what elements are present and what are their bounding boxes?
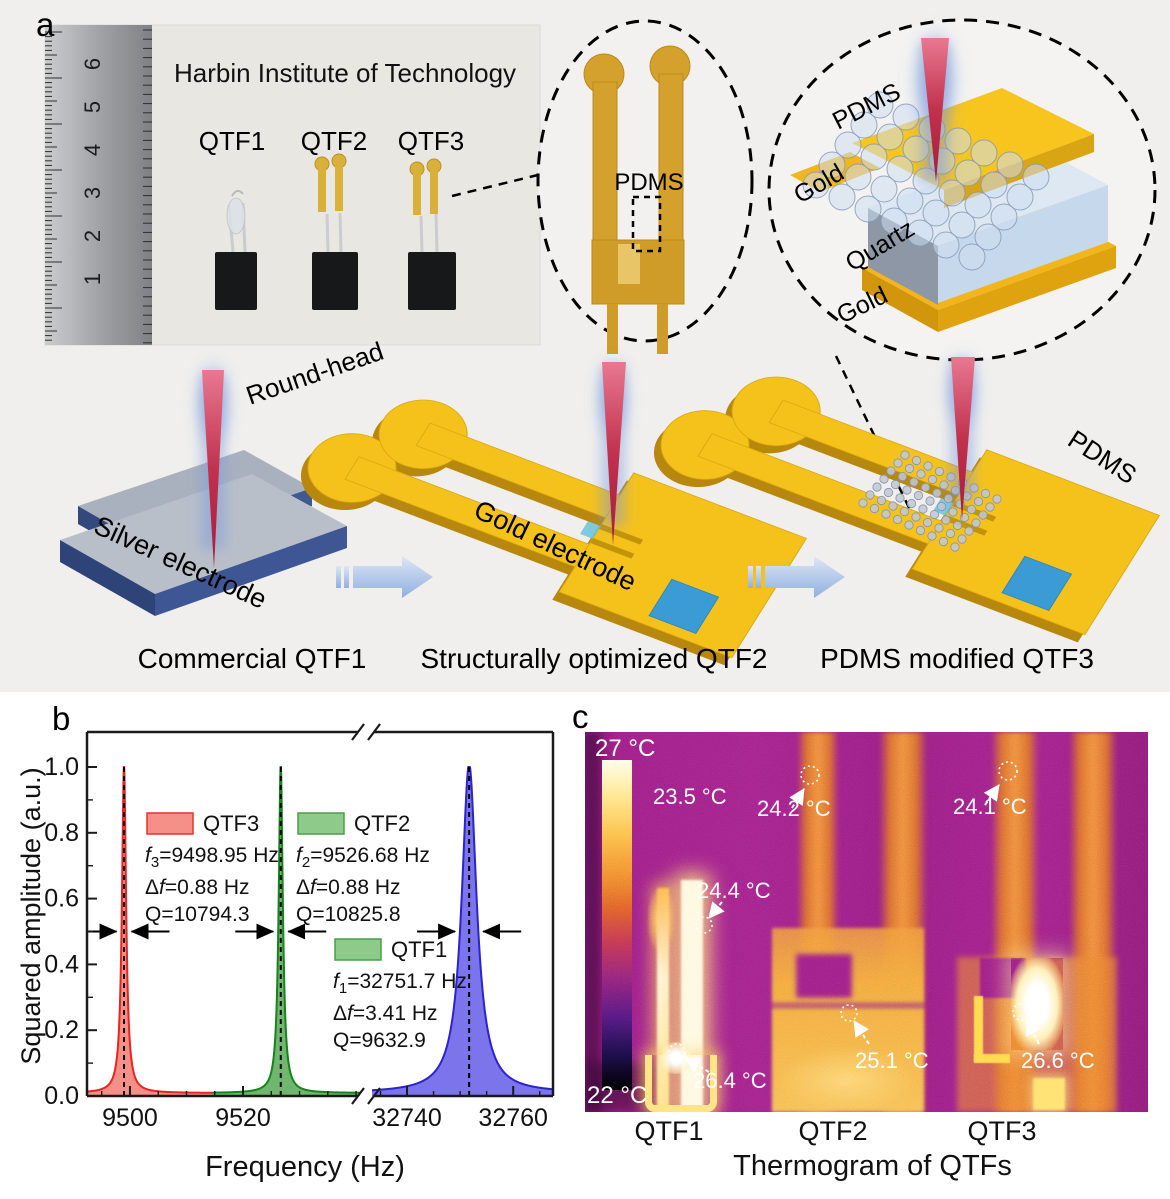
temp-reading: 24.2 °C bbox=[757, 796, 831, 821]
y-axis-label: Squared amplitude (a.u.) bbox=[16, 767, 46, 1064]
legend-qfactor: Q=10794.3 bbox=[145, 903, 250, 926]
ruler-number: 2 bbox=[80, 230, 105, 242]
legend-qfactor: Q=10825.8 bbox=[296, 903, 401, 926]
legend-swatch bbox=[297, 812, 345, 835]
caption-optimized-qtf2: Structurally optimized QTF2 bbox=[421, 643, 768, 674]
inset-layer-stack: PDMS Gold Quartz Gold bbox=[767, 18, 1157, 362]
temp-reading: 25.1 °C bbox=[855, 1048, 929, 1073]
ruler-number: 6 bbox=[80, 58, 105, 70]
ruler-number: 3 bbox=[80, 187, 105, 199]
temp-reading: 26.4 °C bbox=[693, 1068, 767, 1093]
y-tick-label: 0.2 bbox=[44, 1016, 79, 1044]
axis-break-mark bbox=[367, 1087, 381, 1105]
photo-title: Harbin Institute of Technology bbox=[174, 58, 516, 88]
y-tick-label: 0.8 bbox=[44, 819, 79, 847]
temperature-colorbar bbox=[602, 760, 632, 1090]
panel-label-a: a bbox=[36, 6, 55, 43]
thermo-device-label-qtf3: QTF3 bbox=[967, 1116, 1037, 1146]
legend-linewidth: Δf=0.88 Hz bbox=[296, 876, 401, 899]
legend-swatch bbox=[146, 812, 194, 835]
panel-label-b: b bbox=[52, 700, 71, 737]
temp-reading: 24.1 °C bbox=[953, 794, 1027, 819]
caption-commercial-qtf1: Commercial QTF1 bbox=[138, 643, 367, 674]
ruler-number: 1 bbox=[80, 273, 105, 285]
y-tick-label: 0.4 bbox=[44, 950, 79, 978]
ruler-number: 5 bbox=[80, 101, 105, 113]
colorbar-max-label: 27 °C bbox=[595, 735, 656, 762]
thermo-device-label-qtf2: QTF2 bbox=[798, 1116, 868, 1146]
legend-frequency: f1=32751.7 Hz bbox=[333, 970, 467, 997]
legend-swatch bbox=[334, 938, 382, 961]
legend-qtf3: QTF3 f3=9498.95 Hz Δf=0.88 Hz Q=10794.3 bbox=[145, 811, 279, 926]
legend-frequency: f3=9498.95 Hz bbox=[145, 844, 279, 871]
y-tick-label: 1.0 bbox=[44, 753, 79, 781]
series-line-qtf2 bbox=[212, 766, 361, 1094]
axis-box bbox=[85, 730, 555, 1098]
thermo-qtf2-warm bbox=[772, 928, 924, 1112]
temp-reading: 23.5 °C bbox=[653, 784, 727, 809]
x-tick-label: 32740 bbox=[372, 1104, 442, 1132]
laser-beam-icon bbox=[951, 357, 975, 520]
ruler-number: 4 bbox=[80, 144, 105, 156]
laser-beam-icon bbox=[921, 38, 949, 182]
laser-beam-icon bbox=[602, 362, 626, 545]
render-gold-fork bbox=[300, 399, 808, 666]
flow-arrow-icon bbox=[336, 556, 433, 598]
temp-reading: 24.4 °C bbox=[697, 878, 771, 903]
thermo-hotspot bbox=[1011, 958, 1063, 1050]
photo-qtf2 bbox=[312, 153, 358, 310]
laser-beam-icon bbox=[202, 370, 224, 568]
ruler-numbers: 6 5 4 3 2 1 bbox=[80, 58, 105, 285]
photo-qtf-comparison: 6 5 4 3 2 1 Harbin Institute of Technolo… bbox=[44, 24, 541, 346]
photo-label-qtf1: QTF1 bbox=[199, 126, 265, 156]
inset-pdms-label: PDMS bbox=[614, 169, 683, 196]
panel-a: 6 5 4 3 2 1 Harbin Institute of Technolo… bbox=[0, 0, 1170, 692]
thermogram-image: 27 °C 22 °C 23.5 °C 24.2 °C 24.1 °C 24.4… bbox=[585, 732, 1148, 1112]
photo-qtf1 bbox=[215, 190, 257, 310]
legend-linewidth: Δf=0.88 Hz bbox=[145, 876, 250, 899]
colorbar-min-label: 22 °C bbox=[587, 1082, 648, 1109]
panel-label-c: c bbox=[572, 698, 589, 735]
series-line-qtf3 bbox=[86, 766, 213, 1094]
y-tick-label: 0.0 bbox=[44, 1082, 79, 1110]
legend-name: QTF3 bbox=[203, 811, 259, 836]
legend-qtf1: QTF1 f1=32751.7 Hz Δf=3.41 Hz Q=9632.9 bbox=[333, 937, 467, 1052]
legend-qtf2: QTF2 f2=9526.68 Hz Δf=0.88 Hz Q=10825.8 bbox=[296, 811, 430, 926]
thermogram-caption: Thermogram of QTFs bbox=[733, 1150, 1012, 1182]
photo-label-qtf3: QTF3 bbox=[398, 126, 464, 156]
legend-qfactor: Q=9632.9 bbox=[333, 1029, 426, 1052]
photo-label-qtf2: QTF2 bbox=[301, 126, 367, 156]
x-tick-label: 32760 bbox=[478, 1104, 548, 1132]
ruler bbox=[45, 25, 152, 345]
series-line-qtf1 bbox=[371, 766, 554, 1092]
caption-pdms-qtf3: PDMS modified QTF3 bbox=[820, 643, 1094, 674]
series-fill-qtf1 bbox=[372, 767, 553, 1096]
legend-name: QTF1 bbox=[391, 937, 447, 962]
axis-break-mark bbox=[367, 723, 381, 741]
legend-name: QTF2 bbox=[354, 811, 410, 836]
panel-c-thermogram: 27 °C 22 °C 23.5 °C 24.2 °C 24.1 °C 24.4… bbox=[585, 732, 1170, 1199]
x-axis-label: Frequency (Hz) bbox=[205, 1151, 405, 1183]
render-qtf1-commercial: Silver electrode bbox=[60, 355, 347, 616]
temp-reading: 26.6 °C bbox=[1021, 1048, 1095, 1073]
axis-break-mark bbox=[351, 723, 365, 741]
blue-pad bbox=[648, 578, 720, 635]
x-tick-label: 9500 bbox=[102, 1104, 158, 1132]
render-qtf3-laser bbox=[942, 348, 982, 520]
thermo-device-label-qtf1: QTF1 bbox=[634, 1116, 704, 1146]
axis-break-mark bbox=[351, 1087, 365, 1105]
panel-b-chart: 9500 9520 32740 32760 0.0 0.2 0.4 0.6 0.8 1.0 QTF3… bbox=[16, 723, 555, 1183]
render-qtf2-laser bbox=[593, 354, 633, 545]
pdms-dashed-box bbox=[631, 195, 662, 253]
legend-linewidth: Δf=3.41 Hz bbox=[333, 1002, 438, 1025]
x-tick-label: 9520 bbox=[215, 1104, 271, 1132]
y-tick-label: 0.6 bbox=[44, 885, 79, 913]
photo-qtf3 bbox=[408, 158, 456, 310]
legend-frequency: f2=9526.68 Hz bbox=[296, 844, 430, 871]
inset-fork-closeup: PDMS bbox=[536, 19, 754, 354]
